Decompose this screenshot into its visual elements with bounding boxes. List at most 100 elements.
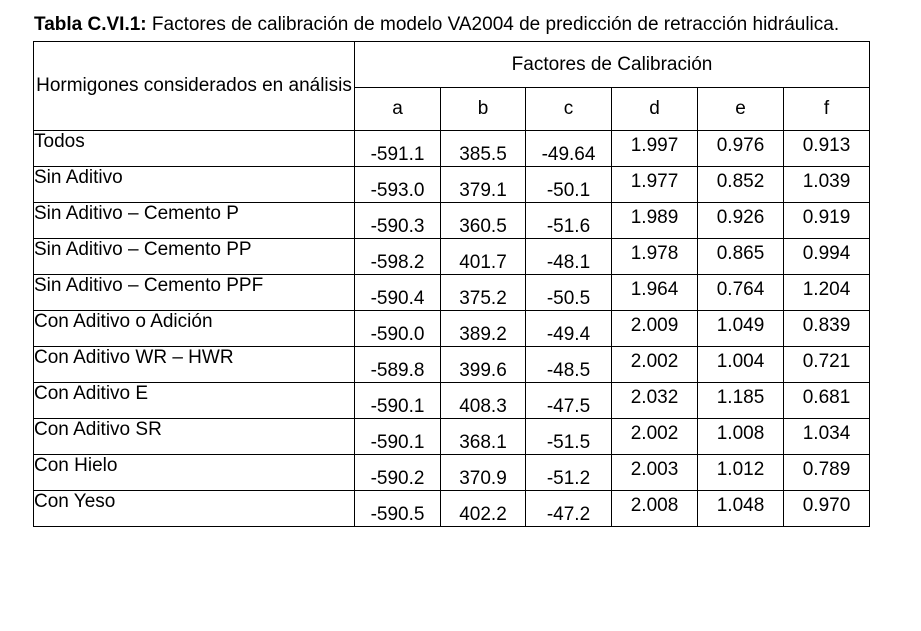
value-cell-e: 0.926 — [697, 202, 784, 239]
value-cell-e: 0.852 — [697, 166, 784, 203]
table-body: Todos -591.1 385.5 -49.64 1.997 0.976 0.913 Sin… — [33, 130, 870, 527]
value-cell-d: 1.977 — [611, 166, 698, 203]
value-cell-e: 0.865 — [697, 238, 784, 275]
row-name-cell: Todos — [33, 130, 355, 167]
value-cell-e: 0.764 — [697, 274, 784, 311]
value-cell-b: 379.1 — [440, 166, 526, 203]
table-row: Sin Aditivo – Cemento PP -598.2 401.7 -48.1… — [33, 238, 870, 275]
value-cell-f: 0.970 — [783, 490, 870, 527]
table-row: Con Hielo -590.2 370.9 -51.2 2.003 1.012 0.789 — [33, 454, 870, 491]
value-cell-c: -47.2 — [525, 490, 612, 527]
row-header-cell: Hormigones considerados en análisis — [33, 41, 355, 131]
row-name-cell: Sin Aditivo – Cemento PPF — [33, 274, 355, 311]
column-header-f: f — [783, 87, 870, 131]
column-header-b: b — [440, 87, 526, 131]
value-cell-a: -590.0 — [354, 310, 441, 347]
row-name-cell: Con Hielo — [33, 454, 355, 491]
value-cell-e: 1.012 — [697, 454, 784, 491]
value-cell-e: 1.049 — [697, 310, 784, 347]
value-cell-f: 1.039 — [783, 166, 870, 203]
value-cell-c: -50.1 — [525, 166, 612, 203]
value-cell-d: 2.003 — [611, 454, 698, 491]
value-cell-f: 0.839 — [783, 310, 870, 347]
value-cell-f: 0.721 — [783, 346, 870, 383]
value-cell-d: 2.002 — [611, 418, 698, 455]
value-cell-b: 385.5 — [440, 130, 526, 167]
value-cell-b: 408.3 — [440, 382, 526, 419]
value-cell-a: -590.2 — [354, 454, 441, 491]
calibration-table: Hormigones considerados en análisis Fact… — [33, 41, 870, 527]
value-cell-b: 402.2 — [440, 490, 526, 527]
value-cell-d: 2.009 — [611, 310, 698, 347]
row-name-cell: Sin Aditivo – Cemento PP — [33, 238, 355, 275]
value-cell-e: 1.008 — [697, 418, 784, 455]
value-cell-e: 1.048 — [697, 490, 784, 527]
value-cell-a: -590.3 — [354, 202, 441, 239]
value-cell-b: 399.6 — [440, 346, 526, 383]
value-cell-e: 1.185 — [697, 382, 784, 419]
table-row: Sin Aditivo -593.0 379.1 -50.1 1.977 0.852 1.0… — [33, 166, 870, 203]
value-cell-a: -598.2 — [354, 238, 441, 275]
caption-label: Tabla C.VI.1: — [34, 14, 147, 35]
value-cell-b: 370.9 — [440, 454, 526, 491]
value-cell-d: 2.032 — [611, 382, 698, 419]
table-row: Sin Aditivo – Cemento P -590.3 360.5 -51.6 1… — [33, 202, 870, 239]
value-cell-a: -589.8 — [354, 346, 441, 383]
value-cell-c: -48.5 — [525, 346, 612, 383]
column-header-d: d — [611, 87, 698, 131]
group-header-cell: Factores de Calibración — [354, 41, 870, 88]
value-cell-c: -49.64 — [525, 130, 612, 167]
value-cell-f: 0.994 — [783, 238, 870, 275]
table-row: Con Aditivo SR -590.1 368.1 -51.5 2.002 1.008… — [33, 418, 870, 455]
row-name-cell: Con Aditivo o Adición — [33, 310, 355, 347]
value-cell-d: 1.989 — [611, 202, 698, 239]
value-cell-b: 375.2 — [440, 274, 526, 311]
value-cell-d: 2.002 — [611, 346, 698, 383]
row-name-cell: Sin Aditivo — [33, 166, 355, 203]
value-cell-f: 0.681 — [783, 382, 870, 419]
value-cell-a: -590.5 — [354, 490, 441, 527]
value-cell-f: 0.789 — [783, 454, 870, 491]
value-cell-c: -48.1 — [525, 238, 612, 275]
table-row: Con Aditivo o Adición -590.0 389.2 -49.4 2.0… — [33, 310, 870, 347]
table-row: Sin Aditivo – Cemento PPF -590.4 375.2 -50.… — [33, 274, 870, 311]
table-row: Con Aditivo E -590.1 408.3 -47.5 2.032 1.185 0… — [33, 382, 870, 419]
value-cell-d: 1.978 — [611, 238, 698, 275]
value-cell-b: 360.5 — [440, 202, 526, 239]
value-cell-c: -50.5 — [525, 274, 612, 311]
row-name-cell: Sin Aditivo – Cemento P — [33, 202, 355, 239]
value-cell-d: 1.964 — [611, 274, 698, 311]
row-name-cell: Con Aditivo WR – HWR — [33, 346, 355, 383]
value-cell-d: 2.008 — [611, 490, 698, 527]
column-header-c: c — [525, 87, 612, 131]
value-cell-f: 0.919 — [783, 202, 870, 239]
value-cell-b: 368.1 — [440, 418, 526, 455]
value-cell-f: 1.204 — [783, 274, 870, 311]
table-row: Con Aditivo WR – HWR -589.8 399.6 -48.5 2.00… — [33, 346, 870, 383]
value-cell-c: -49.4 — [525, 310, 612, 347]
value-cell-a: -591.1 — [354, 130, 441, 167]
value-cell-e: 0.976 — [697, 130, 784, 167]
value-cell-e: 1.004 — [697, 346, 784, 383]
value-cell-c: -47.5 — [525, 382, 612, 419]
row-name-cell: Con Aditivo E — [33, 382, 355, 419]
table-header: Hormigones considerados en análisis Fact… — [33, 41, 870, 131]
value-cell-c: -51.6 — [525, 202, 612, 239]
value-cell-d: 1.997 — [611, 130, 698, 167]
value-cell-a: -590.1 — [354, 418, 441, 455]
value-cell-f: 1.034 — [783, 418, 870, 455]
value-cell-b: 401.7 — [440, 238, 526, 275]
caption-text: Factores de calibración de modelo VA2004… — [151, 14, 840, 35]
value-cell-b: 389.2 — [440, 310, 526, 347]
value-cell-c: -51.2 — [525, 454, 612, 491]
column-header-e: e — [697, 87, 784, 131]
row-name-cell: Con Yeso — [33, 490, 355, 527]
table-row: Con Yeso -590.5 402.2 -47.2 2.008 1.048 0.970 — [33, 490, 870, 527]
row-name-cell: Con Aditivo SR — [33, 418, 355, 455]
value-cell-a: -590.4 — [354, 274, 441, 311]
header-row-group: Hormigones considerados en análisis Fact… — [33, 41, 870, 131]
value-cell-f: 0.913 — [783, 130, 870, 167]
value-cell-c: -51.5 — [525, 418, 612, 455]
table-row: Todos -591.1 385.5 -49.64 1.997 0.976 0.913 — [33, 130, 870, 167]
